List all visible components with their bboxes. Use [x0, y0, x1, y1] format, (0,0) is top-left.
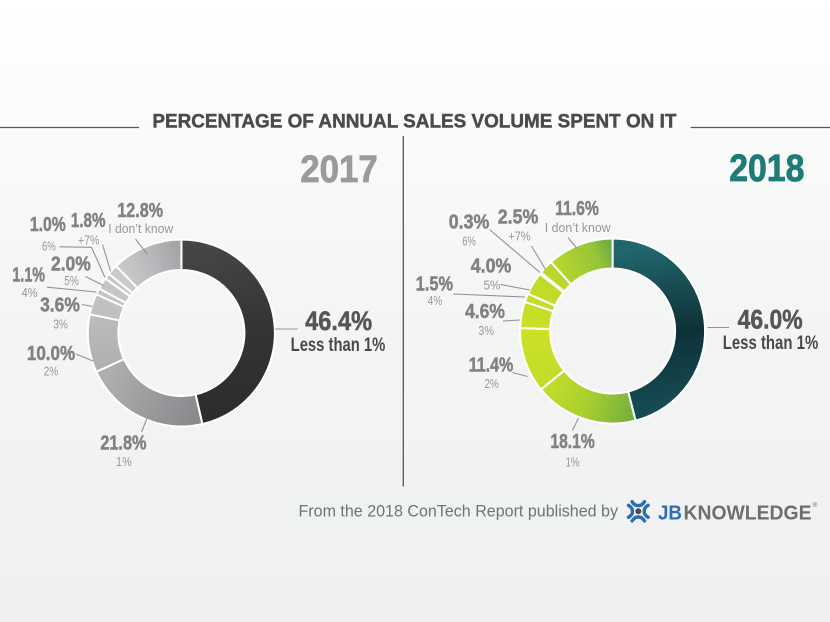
svg-text:KNOWLEDGE: KNOWLEDGE	[684, 502, 812, 525]
svg-text:I don’t know: I don’t know	[108, 221, 173, 236]
svg-text:1%: 1%	[116, 454, 132, 469]
svg-text:2%: 2%	[44, 363, 59, 378]
svg-text:2018: 2018	[729, 148, 804, 190]
svg-text:4%: 4%	[428, 293, 443, 308]
svg-text:18.1%: 18.1%	[550, 431, 595, 453]
svg-text:+7%: +7%	[78, 233, 100, 248]
svg-text:46.0%: 46.0%	[738, 305, 803, 335]
svg-text:2.5%: 2.5%	[498, 207, 539, 229]
svg-text:PERCENTAGE OF ANNUAL SALES VOL: PERCENTAGE OF ANNUAL SALES VOLUME SPENT …	[152, 111, 676, 133]
svg-text:Less than 1%: Less than 1%	[291, 335, 386, 356]
svg-text:46.4%: 46.4%	[305, 306, 372, 336]
svg-text:3%: 3%	[53, 316, 68, 331]
svg-text:2017: 2017	[300, 149, 378, 191]
svg-text:11.6%: 11.6%	[555, 198, 599, 220]
svg-text:21.8%: 21.8%	[100, 433, 146, 455]
svg-text:3.6%: 3.6%	[40, 295, 80, 317]
svg-text:1.1%: 1.1%	[12, 264, 45, 286]
svg-text:Less than 1%: Less than 1%	[723, 333, 819, 354]
svg-text:6%: 6%	[462, 234, 476, 249]
svg-text:1.0%: 1.0%	[30, 214, 66, 236]
svg-text:I don’t know: I don’t know	[545, 220, 611, 235]
svg-text:2%: 2%	[484, 376, 499, 391]
svg-text:5%: 5%	[64, 273, 79, 288]
svg-text:10.0%: 10.0%	[27, 343, 75, 365]
svg-text:1.8%: 1.8%	[71, 210, 106, 232]
svg-text:5%: 5%	[484, 277, 501, 292]
svg-text:+7%: +7%	[508, 229, 531, 244]
svg-text:4.6%: 4.6%	[465, 301, 505, 323]
svg-text:12.8%: 12.8%	[117, 200, 163, 222]
svg-text:0.3%: 0.3%	[449, 212, 490, 234]
svg-text:2.0%: 2.0%	[51, 254, 91, 276]
svg-text:6%: 6%	[42, 239, 56, 254]
svg-text:4.0%: 4.0%	[471, 256, 512, 278]
svg-text:3%: 3%	[478, 323, 494, 338]
svg-text:1.5%: 1.5%	[416, 274, 453, 296]
svg-text:From the 2018 ConTech Report p: From the 2018 ConTech Report published b…	[299, 503, 619, 521]
svg-text:11.4%: 11.4%	[469, 354, 514, 376]
svg-text:®: ®	[813, 501, 818, 509]
svg-text:4%: 4%	[22, 285, 38, 300]
svg-text:1%: 1%	[565, 455, 579, 470]
svg-text:JB: JB	[658, 502, 682, 525]
